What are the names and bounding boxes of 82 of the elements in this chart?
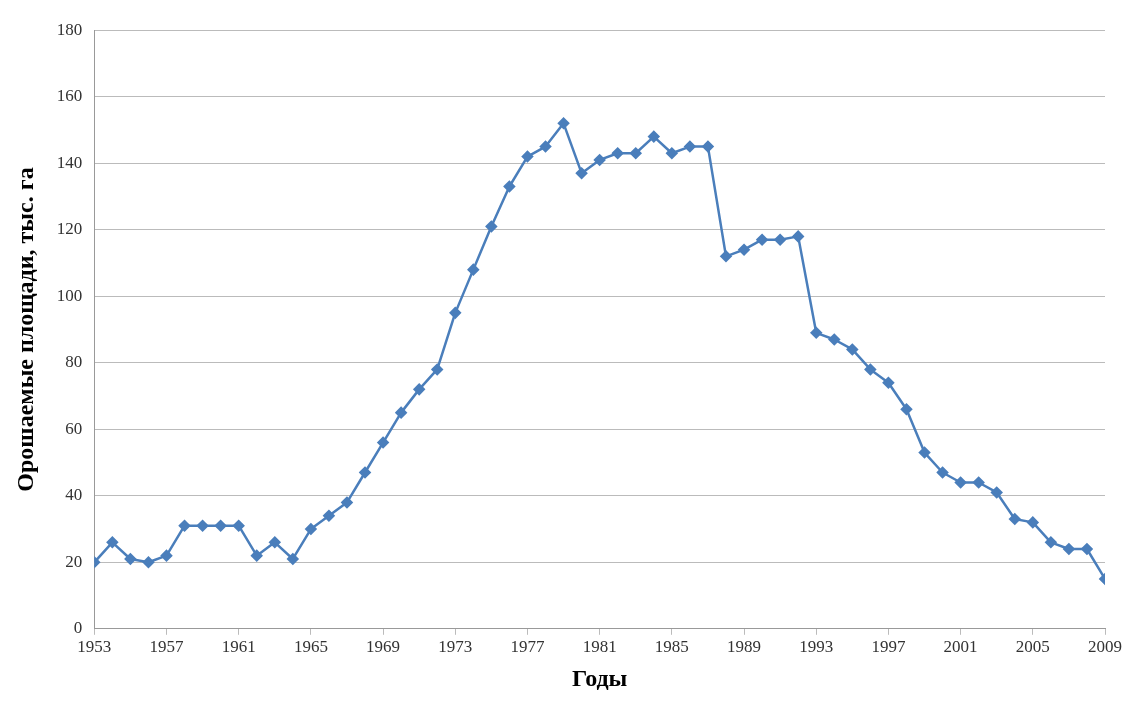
point — [557, 117, 570, 130]
point — [160, 549, 173, 562]
point — [503, 180, 516, 193]
point — [882, 376, 895, 389]
point — [214, 519, 227, 532]
point — [918, 446, 931, 459]
point — [684, 140, 696, 153]
point — [359, 466, 371, 479]
point — [792, 230, 804, 243]
point — [485, 220, 498, 233]
x-tick-label: 1961 — [221, 637, 256, 657]
point — [250, 549, 263, 562]
y-tick-label: 160 — [56, 86, 83, 106]
x-tick-label: 2005 — [1015, 637, 1050, 657]
point — [305, 523, 317, 535]
x-tick-label: 1957 — [149, 637, 184, 657]
point — [1027, 516, 1039, 529]
point — [196, 519, 209, 532]
point — [828, 333, 841, 346]
point — [1009, 513, 1021, 525]
y-tick-label: 60 — [65, 418, 83, 438]
x-tick-label: 1989 — [727, 637, 762, 657]
point — [178, 519, 191, 532]
point — [395, 406, 407, 419]
y-axis-title: Орошаемые площади, тыс. га — [11, 167, 38, 492]
x-tick-label: 1969 — [366, 637, 401, 657]
point — [936, 466, 949, 479]
x-tick-label: 1965 — [293, 637, 328, 657]
x-tick-label: 1953 — [77, 637, 112, 657]
point — [1063, 543, 1075, 555]
point — [756, 233, 768, 246]
point — [287, 553, 299, 565]
point — [449, 307, 462, 319]
x-tick-label: 2001 — [943, 637, 978, 657]
y-tick-label: 140 — [56, 152, 83, 172]
y-tick-label: 80 — [65, 352, 83, 372]
point — [575, 167, 588, 179]
point — [720, 250, 732, 263]
point — [232, 519, 245, 532]
point — [810, 327, 822, 339]
y-tick-label: 0 — [73, 618, 83, 638]
y-tick-label: 180 — [56, 19, 83, 39]
y-tick-label: 100 — [56, 285, 83, 305]
point — [106, 536, 119, 549]
y-tick-label: 20 — [65, 551, 83, 571]
point — [323, 509, 335, 522]
point — [467, 263, 480, 276]
y-tick-label: 40 — [65, 485, 83, 505]
point — [593, 154, 606, 166]
y-tick-label: 120 — [56, 219, 83, 239]
point — [269, 536, 281, 549]
point — [539, 140, 552, 153]
point — [702, 140, 714, 153]
point — [611, 147, 624, 159]
point — [1081, 543, 1093, 555]
point — [630, 147, 642, 159]
x-tick-label: 1985 — [654, 637, 689, 657]
point — [648, 130, 660, 143]
point — [972, 476, 985, 489]
point — [738, 243, 750, 256]
point — [124, 553, 137, 565]
point — [990, 486, 1003, 499]
point — [666, 147, 678, 159]
x-tick-label: 1981 — [582, 637, 617, 657]
x-axis-title: Годы — [571, 664, 628, 691]
point — [431, 363, 443, 376]
point — [377, 436, 389, 449]
point — [1045, 536, 1057, 549]
x-tick-label: 1997 — [871, 637, 906, 657]
x-tick-label: 2009 — [1088, 637, 1122, 657]
point — [774, 233, 786, 246]
point — [521, 150, 534, 163]
point — [864, 363, 877, 376]
point — [341, 496, 353, 509]
x-tick-label: 1993 — [799, 637, 834, 657]
point — [413, 383, 425, 396]
x-tick-label: 1977 — [510, 637, 545, 657]
x-tick-label: 1973 — [438, 637, 473, 657]
point — [142, 556, 155, 569]
point — [846, 343, 859, 356]
point — [900, 403, 913, 416]
point — [954, 476, 967, 489]
